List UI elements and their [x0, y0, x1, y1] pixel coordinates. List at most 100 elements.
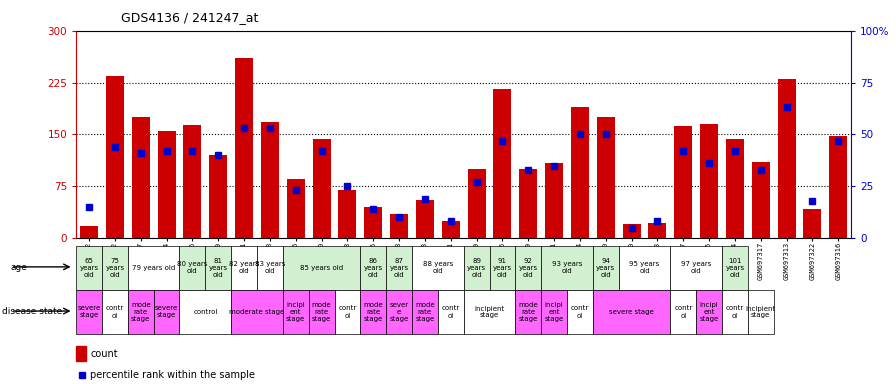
Bar: [623, 224, 641, 238]
Text: 85 years old: 85 years old: [300, 265, 343, 271]
Bar: [386, 290, 412, 334]
Bar: [541, 290, 567, 334]
Bar: [722, 290, 748, 334]
Text: severe stage: severe stage: [609, 309, 654, 315]
Bar: [308, 290, 334, 334]
Bar: [442, 221, 460, 238]
Bar: [76, 290, 102, 334]
Text: 91
years
old: 91 years old: [493, 258, 512, 278]
Bar: [283, 290, 308, 334]
Text: 87
years
old: 87 years old: [390, 258, 409, 278]
Bar: [541, 246, 593, 290]
Bar: [748, 290, 773, 334]
Bar: [696, 290, 722, 334]
Bar: [515, 246, 541, 290]
Bar: [339, 190, 357, 238]
Text: age: age: [11, 263, 28, 272]
Bar: [567, 290, 593, 334]
Bar: [412, 246, 464, 290]
Text: 81
years
old: 81 years old: [209, 258, 228, 278]
Bar: [231, 290, 283, 334]
Bar: [102, 290, 128, 334]
Bar: [778, 79, 796, 238]
Bar: [494, 89, 512, 238]
Bar: [804, 209, 822, 238]
Text: mode
rate
stage: mode rate stage: [519, 302, 538, 322]
Text: contr
ol: contr ol: [571, 306, 589, 318]
Bar: [205, 246, 231, 290]
Bar: [468, 169, 486, 238]
Bar: [257, 246, 283, 290]
Text: 79 years old: 79 years old: [132, 265, 176, 271]
Bar: [519, 169, 538, 238]
Bar: [670, 290, 696, 334]
Text: moderate stage: moderate stage: [229, 309, 285, 315]
Bar: [752, 162, 770, 238]
Text: contr
ol: contr ol: [106, 306, 124, 318]
Text: 88 years
old: 88 years old: [423, 262, 453, 274]
Text: mode
rate
stage: mode rate stage: [415, 302, 435, 322]
Text: incipient
stage: incipient stage: [745, 306, 776, 318]
Bar: [386, 246, 412, 290]
Text: 97 years
old: 97 years old: [681, 262, 711, 274]
Bar: [287, 179, 305, 238]
Text: 94
years
old: 94 years old: [596, 258, 616, 278]
Bar: [360, 246, 386, 290]
Text: contr
ol: contr ol: [442, 306, 460, 318]
Bar: [597, 117, 615, 238]
Bar: [102, 246, 128, 290]
Text: sever
e
stage: sever e stage: [390, 302, 409, 322]
Text: 92
years
old: 92 years old: [519, 258, 538, 278]
Bar: [154, 290, 179, 334]
Text: 86
years
old: 86 years old: [364, 258, 383, 278]
Text: mode
rate
stage: mode rate stage: [131, 302, 151, 322]
Text: control: control: [194, 309, 218, 315]
Bar: [179, 290, 231, 334]
Bar: [261, 122, 279, 238]
Text: 80 years
old: 80 years old: [177, 262, 208, 274]
Text: incipient
stage: incipient stage: [474, 306, 504, 318]
Text: 65
years
old: 65 years old: [80, 258, 99, 278]
Bar: [76, 246, 102, 290]
Text: mode
rate
stage: mode rate stage: [312, 302, 332, 322]
Bar: [464, 290, 515, 334]
Text: severe
stage: severe stage: [77, 306, 100, 318]
Text: incipi
ent
stage: incipi ent stage: [700, 302, 719, 322]
Bar: [416, 200, 434, 238]
Bar: [334, 290, 360, 334]
Bar: [515, 290, 541, 334]
Bar: [80, 226, 99, 238]
Bar: [231, 246, 257, 290]
Text: 83 years
old: 83 years old: [254, 262, 285, 274]
Bar: [700, 124, 719, 238]
Text: contr
ol: contr ol: [339, 306, 357, 318]
Text: incipi
ent
stage: incipi ent stage: [286, 302, 306, 322]
Bar: [106, 76, 124, 238]
Bar: [649, 223, 667, 238]
Bar: [593, 246, 618, 290]
Text: 95 years
old: 95 years old: [629, 262, 659, 274]
Bar: [235, 58, 254, 238]
Bar: [390, 214, 409, 238]
Text: contr
ol: contr ol: [674, 306, 693, 318]
Bar: [283, 246, 360, 290]
Bar: [209, 155, 228, 238]
Text: 82 years
old: 82 years old: [229, 262, 259, 274]
Bar: [132, 117, 150, 238]
Text: percentile rank within the sample: percentile rank within the sample: [90, 370, 255, 380]
Bar: [438, 290, 464, 334]
Text: 93 years
old: 93 years old: [552, 262, 582, 274]
Bar: [364, 207, 383, 238]
Text: 89
years
old: 89 years old: [467, 258, 487, 278]
Bar: [179, 246, 205, 290]
Bar: [313, 139, 331, 238]
Text: mode
rate
stage: mode rate stage: [364, 302, 383, 322]
Text: disease state: disease state: [2, 307, 62, 316]
Bar: [545, 164, 564, 238]
Bar: [128, 290, 154, 334]
Bar: [619, 246, 670, 290]
Bar: [571, 107, 589, 238]
Bar: [128, 246, 179, 290]
Bar: [464, 246, 489, 290]
Bar: [722, 246, 748, 290]
